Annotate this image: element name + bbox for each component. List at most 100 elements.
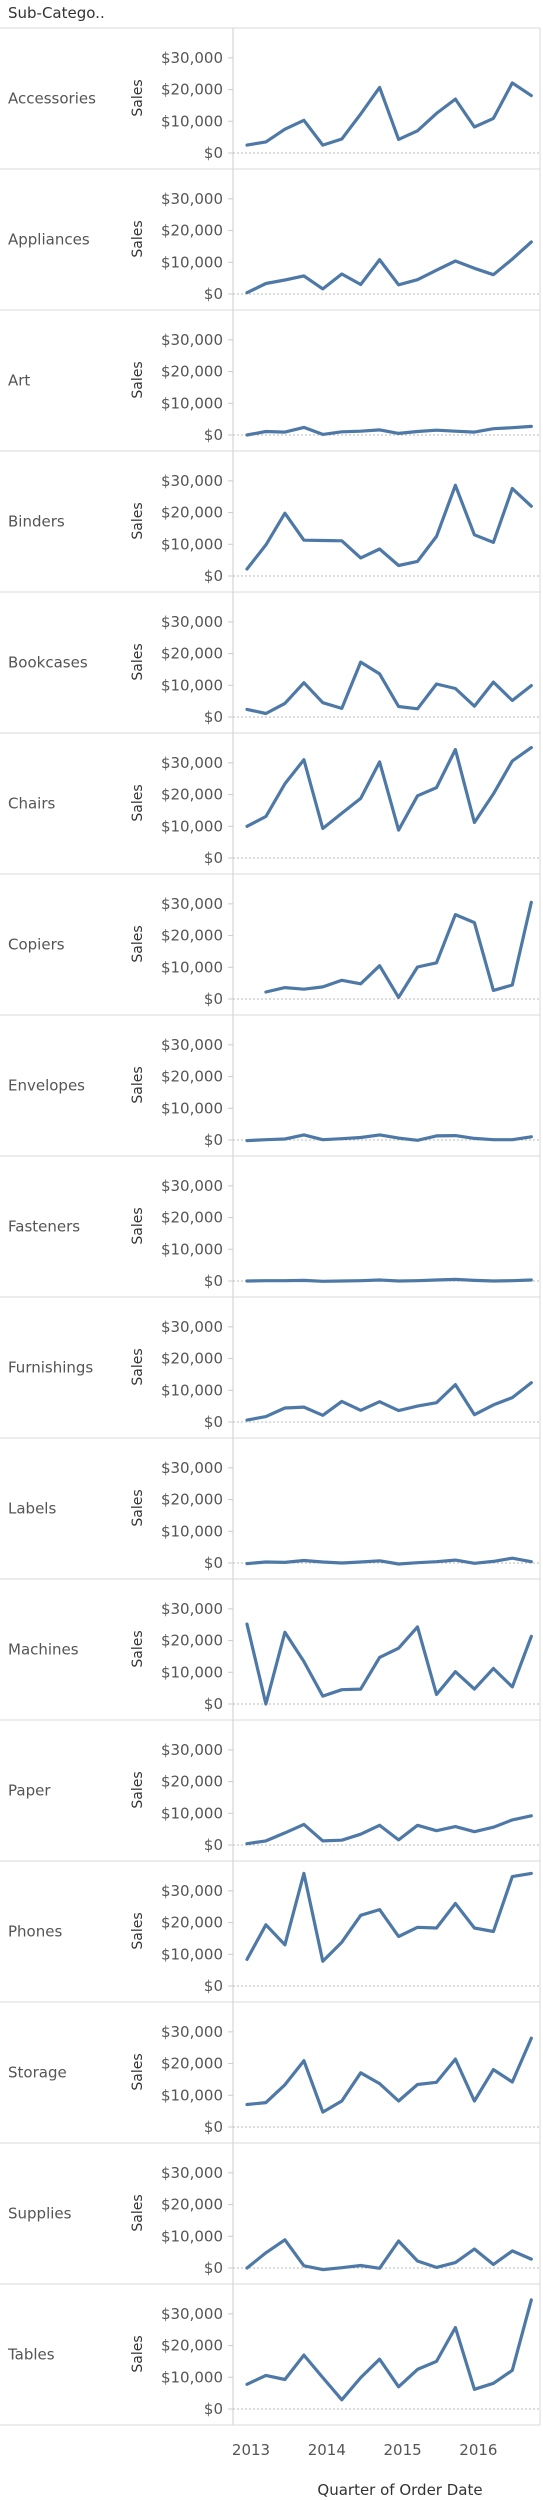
category-label[interactable]: Binders — [8, 513, 65, 531]
y-tick-label: $0 — [204, 1977, 223, 1995]
category-label[interactable]: Tables — [7, 2346, 55, 2364]
y-tick-label: $30,000 — [161, 2305, 223, 2323]
series-line-copiers[interactable] — [264, 900, 533, 999]
panel-binders: Binders Sales $0 $10,000 $20,000 $30,000 — [0, 451, 540, 593]
series-line-paper[interactable] — [245, 1814, 533, 1846]
panel-fasteners: Fasteners Sales $0 $10,000 $20,000 $30,000 — [0, 1156, 540, 1298]
y-tick-label: $10,000 — [161, 2227, 223, 2245]
series-line-fasteners[interactable] — [245, 1277, 533, 1283]
y-tick-label: $20,000 — [161, 786, 223, 804]
series-line-tables[interactable] — [245, 2298, 533, 2402]
category-label[interactable]: Bookcases — [8, 654, 88, 672]
y-tick-label: $10,000 — [161, 2086, 223, 2104]
y-axis-title: Sales — [130, 1630, 146, 1667]
y-axis-title: Sales — [130, 1912, 146, 1949]
y-tick-label: $10,000 — [161, 253, 223, 271]
series-line-bookcases[interactable] — [245, 660, 533, 716]
y-axis-title: Sales — [130, 784, 146, 821]
y-tick-label: $20,000 — [161, 504, 223, 522]
series-line-accessories[interactable] — [245, 81, 533, 147]
y-tick-label: $10,000 — [161, 1663, 223, 1681]
y-tick-label: $0 — [204, 426, 223, 444]
category-label[interactable]: Furnishings — [8, 1359, 93, 1377]
category-label[interactable]: Art — [8, 372, 30, 390]
category-label[interactable]: Phones — [8, 1923, 62, 1941]
y-tick-label: $30,000 — [161, 1882, 223, 1900]
series-line-art[interactable] — [245, 424, 533, 437]
y-tick-label: $0 — [204, 2259, 223, 2277]
y-axis-title: Sales — [130, 925, 146, 962]
y-tick-label: $20,000 — [161, 645, 223, 663]
y-tick-label: $0 — [204, 567, 223, 585]
y-tick-label: $10,000 — [161, 958, 223, 976]
category-label[interactable]: Supplies — [8, 2205, 72, 2223]
category-label[interactable]: Copiers — [8, 936, 65, 954]
series-line-chairs[interactable] — [245, 746, 533, 832]
category-label[interactable]: Paper — [8, 1782, 51, 1800]
category-label[interactable]: Envelopes — [8, 1077, 85, 1095]
panel-storage: Storage Sales $0 $10,000 $20,000 $30,000 — [0, 2002, 540, 2144]
panel-envelopes: Envelopes Sales $0 $10,000 $20,000 $30,000 — [0, 1015, 540, 1157]
x-axis-title: Quarter of Order Date — [317, 2481, 482, 2499]
y-axis-title: Sales — [130, 1489, 146, 1526]
series-line-labels[interactable] — [245, 1556, 533, 1566]
y-tick-label: $0 — [204, 144, 223, 162]
series-line-phones[interactable] — [245, 1871, 533, 1963]
category-label[interactable]: Storage — [8, 2064, 67, 2082]
category-label[interactable]: Accessories — [8, 90, 96, 108]
y-tick-label: $30,000 — [161, 2164, 223, 2182]
column-header-subcategory[interactable]: Sub-Catego.. — [8, 4, 105, 22]
x-tick-label: 2015 — [384, 2441, 422, 2459]
y-tick-label: $20,000 — [161, 1491, 223, 1509]
y-tick-label: $0 — [204, 2400, 223, 2418]
y-axis-title: Sales — [130, 1207, 146, 1244]
series-line-furnishings[interactable] — [245, 1381, 533, 1422]
y-tick-label: $20,000 — [161, 222, 223, 240]
y-tick-label: $30,000 — [161, 190, 223, 208]
y-tick-label: $20,000 — [161, 927, 223, 945]
y-axis-title: Sales — [130, 1066, 146, 1103]
y-tick-label: $20,000 — [161, 363, 223, 381]
x-tick-label: 2014 — [308, 2441, 346, 2459]
y-tick-label: $10,000 — [161, 1522, 223, 1540]
series-line-storage[interactable] — [245, 2036, 533, 2114]
y-axis-title: Sales — [130, 502, 146, 539]
y-tick-label: $30,000 — [161, 2023, 223, 2041]
y-tick-label: $10,000 — [161, 394, 223, 412]
category-label[interactable]: Machines — [8, 1641, 79, 1659]
y-tick-label: $10,000 — [161, 1381, 223, 1399]
series-line-machines[interactable] — [245, 1622, 533, 1706]
y-tick-label: $0 — [204, 990, 223, 1008]
panel-accessories: Accessories Sales $0 $10,000 $20,000 $30,000 — [0, 28, 540, 170]
y-axis-title: Sales — [130, 2194, 146, 2231]
y-tick-label: $20,000 — [161, 81, 223, 99]
y-tick-label: $0 — [204, 2118, 223, 2136]
y-tick-label: $30,000 — [161, 1741, 223, 1759]
y-tick-label: $20,000 — [161, 1773, 223, 1791]
series-line-envelopes[interactable] — [245, 1133, 533, 1143]
series-line-supplies[interactable] — [245, 2238, 533, 2272]
panel-machines: Machines Sales $0 $10,000 $20,000 $30,000 — [0, 1579, 540, 1721]
y-tick-label: $10,000 — [161, 1945, 223, 1963]
x-tick-label: 2013 — [232, 2441, 270, 2459]
y-tick-label: $0 — [204, 1836, 223, 1854]
y-tick-label: $20,000 — [161, 1632, 223, 1650]
y-axis-title: Sales — [130, 2053, 146, 2090]
series-line-appliances[interactable] — [245, 240, 533, 295]
y-tick-label: $30,000 — [161, 472, 223, 490]
y-tick-label: $30,000 — [161, 49, 223, 67]
category-label[interactable]: Labels — [8, 1500, 56, 1518]
y-tick-label: $30,000 — [161, 331, 223, 349]
y-tick-label: $30,000 — [161, 1036, 223, 1054]
category-label[interactable]: Fasteners — [8, 1218, 80, 1236]
y-tick-label: $20,000 — [161, 2055, 223, 2073]
y-tick-label: $10,000 — [161, 1099, 223, 1117]
y-tick-label: $10,000 — [161, 676, 223, 694]
category-label[interactable]: Appliances — [8, 231, 90, 249]
x-tick-label: 2016 — [459, 2441, 497, 2459]
category-label[interactable]: Chairs — [8, 795, 56, 813]
y-tick-label: $10,000 — [161, 112, 223, 130]
series-line-binders[interactable] — [245, 483, 533, 571]
y-tick-label: $0 — [204, 1272, 223, 1290]
